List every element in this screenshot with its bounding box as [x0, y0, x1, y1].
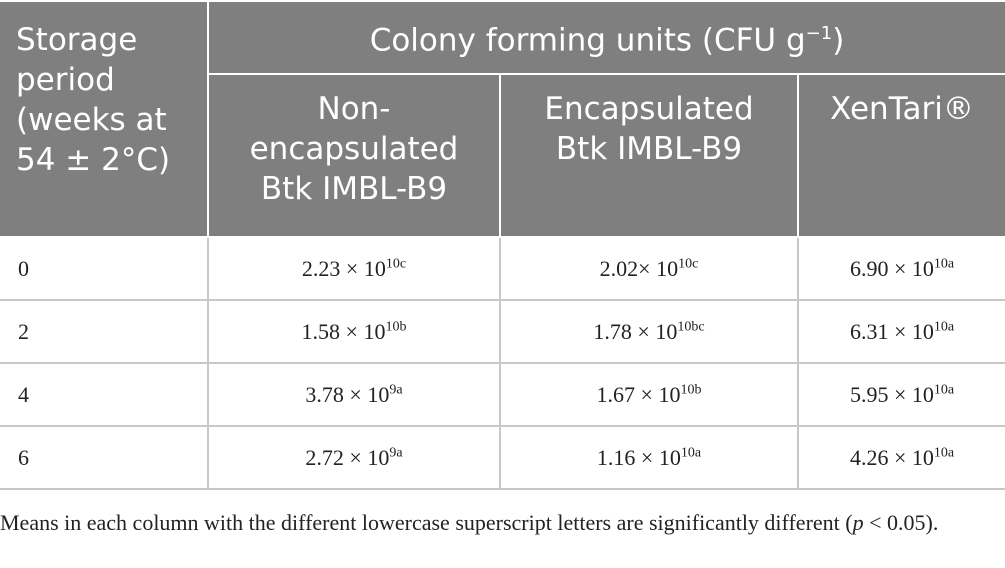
value-cell: 6.31 × 1010a	[796, 299, 1005, 364]
row-header: Storage period (weeks at 54 ± 2°C)	[0, 0, 209, 238]
footnote: Means in each column with the different …	[0, 506, 945, 540]
value-base: 1.16 × 10	[596, 444, 681, 470]
value-cell: 5.95 × 1010a	[796, 362, 1005, 427]
table-row: 2 1.58 × 1010b 1.78 × 1010bc 6.31 × 1010a	[0, 299, 1005, 364]
group-tail: )	[832, 22, 845, 59]
value-cell: 1.58 × 1010b	[207, 299, 501, 364]
footnote-text: Means in each column with the different …	[0, 510, 853, 535]
value-base: 5.95 × 10	[849, 381, 934, 407]
value-cell: 2.72 × 109a	[207, 425, 501, 490]
value-sup: 10c	[678, 256, 699, 272]
value-sup: 10bc	[677, 319, 705, 335]
value-base: 2.02× 10	[599, 255, 679, 281]
table-body: 0 2.23 × 1010c 2.02× 1010c 6.90 × 1010a 2 1.5…	[0, 236, 1005, 490]
value-cell: 1.78 × 1010bc	[499, 299, 799, 364]
value-sup: 10a	[933, 319, 955, 335]
value-sup: 10b	[385, 319, 407, 335]
data-table: Storage period (weeks at 54 ± 2°C) Colon…	[0, 0, 1005, 490]
period-cell: 2	[0, 299, 209, 364]
table-row: 6 2.72 × 109a 1.16 × 1010a 4.26 × 1010a	[0, 425, 1005, 490]
group-header: Colony forming units (CFU g−1)	[206, 0, 1005, 75]
group-text: Colony forming units (CFU g	[369, 22, 806, 59]
value-base: 2.72 × 10	[305, 444, 390, 470]
value-base: 4.26 × 10	[849, 444, 934, 470]
column-header: XenTari®	[796, 73, 1005, 238]
value-cell: 1.67 × 1010b	[499, 362, 799, 427]
value-sup: 10a	[933, 256, 955, 272]
value-cell: 1.16 × 1010a	[499, 425, 799, 490]
value-sup: 9a	[389, 382, 403, 398]
footnote-italic: p	[852, 510, 864, 535]
period-cell: 0	[0, 236, 209, 301]
value-sup: 10c	[385, 256, 407, 272]
value-cell: 4.26 × 1010a	[796, 425, 1005, 490]
value-base: 1.67 × 10	[596, 381, 681, 407]
value-base: 1.78 × 10	[593, 318, 678, 344]
value-sup: 10b	[680, 382, 702, 398]
value-base: 6.90 × 10	[849, 255, 934, 281]
column-header: Encapsulated Btk IMBL-B9	[499, 73, 799, 238]
group-sup: −1	[805, 23, 833, 45]
column-header: Non-encapsulated Btk IMBL-B9	[208, 73, 501, 238]
value-base: 1.58 × 10	[301, 318, 386, 344]
value-cell: 2.02× 1010c	[499, 236, 799, 301]
value-sup: 10a	[933, 445, 955, 461]
table-row: 0 2.23 × 1010c 2.02× 1010c 6.90 × 1010a	[0, 236, 1005, 301]
period-cell: 4	[0, 362, 209, 427]
value-base: 2.23 × 10	[301, 255, 386, 281]
table-row: 4 3.78 × 109a 1.67 × 1010b 5.95 × 1010a	[0, 362, 1005, 427]
period-cell: 6	[0, 425, 209, 490]
value-cell: 3.78 × 109a	[207, 362, 501, 427]
value-sup: 10a	[933, 382, 955, 398]
value-sup: 10a	[680, 445, 702, 461]
value-base: 6.31 × 10	[849, 318, 934, 344]
header-row: Non-encapsulated Btk IMBL-B9 Encapsulate…	[0, 73, 1005, 238]
value-sup: 9a	[389, 445, 403, 461]
value-base: 3.78 × 10	[305, 381, 390, 407]
footnote-tail: < 0.05).	[863, 510, 939, 535]
value-cell: 6.90 × 1010a	[796, 236, 1005, 301]
header-row: Storage period (weeks at 54 ± 2°C) Colon…	[0, 0, 1005, 238]
value-cell: 2.23 × 1010c	[207, 236, 501, 301]
